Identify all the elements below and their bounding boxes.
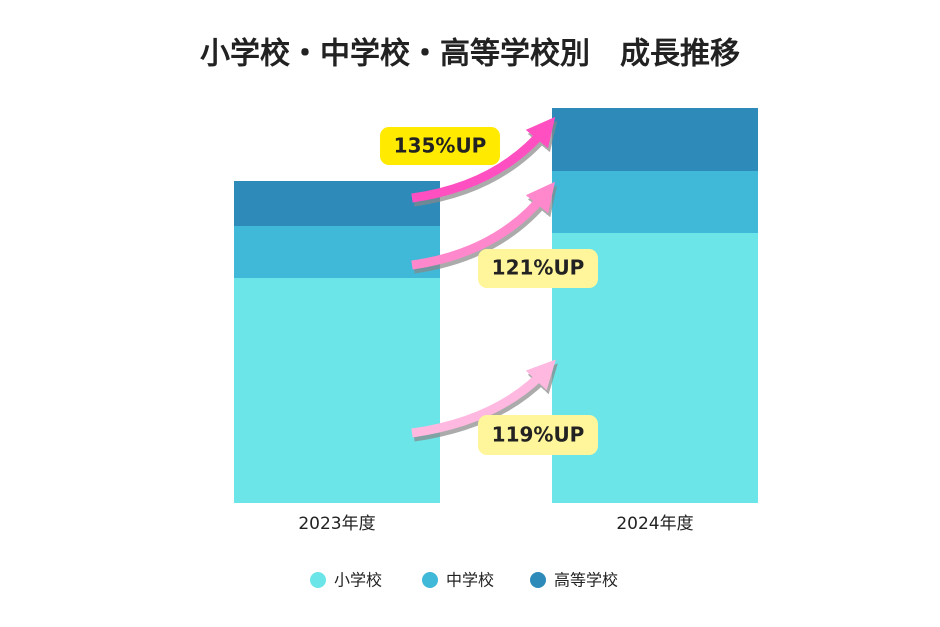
bar-segment: [552, 108, 758, 171]
annotation: 135%UP: [394, 134, 487, 158]
annotation-box: [380, 127, 500, 165]
arrow: [411, 116, 556, 203]
legend-swatch: [422, 572, 438, 588]
legend-label: 高等学校: [554, 571, 618, 590]
legend-label: 小学校: [334, 571, 382, 590]
growth-arrows: 135%UP 121%UP 119%UP: [380, 116, 598, 455]
bar-segment: [234, 226, 440, 278]
annotation-box: [478, 415, 598, 455]
plot: 2023年度 2024年度: [234, 108, 758, 534]
bar-segment: [234, 278, 440, 503]
bar-segment: [552, 171, 758, 233]
annotation: 121%UP: [492, 256, 585, 280]
legend-label: 中学校: [446, 571, 494, 590]
arrow: [411, 359, 556, 438]
annotation-box: [478, 249, 598, 288]
x-tick-label: 2023年度: [298, 514, 375, 534]
bar-segment: [234, 181, 440, 226]
annotation: 119%UP: [492, 423, 585, 447]
arrow: [411, 181, 555, 270]
legend-swatch: [530, 572, 546, 588]
chart-title: 小学校・中学校・高等学校別 成長推移: [200, 37, 740, 72]
x-tick-label: 2024年度: [616, 514, 693, 534]
legend-swatch: [310, 572, 326, 588]
legend: 小学校 中学校 高等学校: [310, 571, 618, 590]
